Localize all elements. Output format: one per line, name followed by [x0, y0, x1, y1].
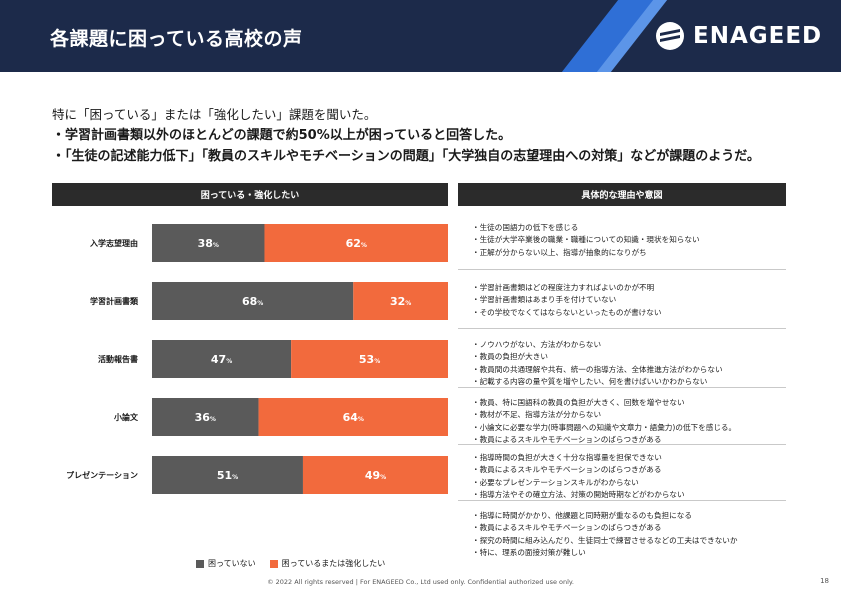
reason-block: ・ノウハウがない、方法がわからない ・教員の負担が大きい・教員間の共通理解や共有、…	[472, 339, 782, 388]
reason-line: ・指導方法やその確立方法、対策の開始時期などがわからない	[472, 489, 685, 499]
reasons-column-header: 具体的な理由や意図	[458, 183, 786, 206]
reason-line: ・指導時間の負担が大きく十分な指導量を担保できない	[472, 453, 662, 462]
reason-line: ・学習計画書類はどの程度注力すればよいのかが不明	[472, 283, 655, 292]
bar-segment-troubled	[264, 224, 448, 262]
page-number: 18	[820, 577, 829, 585]
reason-line: ・生徒が大学卒業後の職業・職種についての知識・現状を知らない	[472, 235, 700, 245]
chart-column-header: 困っている・強化したい	[52, 183, 448, 206]
reason-line: ・指導に時間がかかり、他課題と同時期が重なるのも負担になる	[472, 511, 692, 520]
bar-segment-not-troubled	[152, 282, 354, 320]
legend-swatch-gray	[196, 559, 204, 568]
reason-block: ・指導に時間がかかり、他課題と同時期が重なるのも負担になる ・教員によるスキルやモ…	[472, 510, 782, 559]
reason-block: ・学習計画書類はどの程度注力すればよいのかが不明 ・学習計画書類はあまり手を付けて…	[472, 282, 782, 319]
row-divider	[458, 387, 786, 388]
row-divider	[458, 269, 786, 270]
logo-text: ENAGEED	[693, 23, 823, 49]
intro-line-2: ・学習計画書類以外のほとんどの課題で約50%以上が困っていると回答した。	[52, 128, 512, 143]
reason-line: ・小論文に必要な学力(時事問題への知識や文章力・語彙力)の低下を感じる。	[472, 422, 737, 432]
row-divider	[458, 500, 786, 501]
reason-line: ・教員の負担が大きい	[472, 352, 548, 362]
data-label: 53%	[359, 353, 380, 366]
reason-line: ・必要なプレゼンテーションスキルがわからない	[472, 477, 639, 487]
header-bar: 各課題に困っている高校の声 ENAGEED	[0, 0, 841, 72]
reason-line: ・教員によるスキルやモチベーションのばらつきがある	[472, 434, 662, 444]
row-divider	[458, 444, 786, 445]
legend-item-troubled: 困っているまたは強化したい	[269, 558, 386, 569]
reason-line: ・教員によるスキルやモチベーションのばらつきがある	[472, 465, 662, 475]
chart-legend: 困っていない 困っているまたは強化したい	[196, 558, 399, 569]
legend-swatch-orange	[269, 559, 278, 568]
data-label: 36%	[195, 411, 216, 424]
reason-line: ・学習計画書類はあまり手を付けていない	[472, 295, 617, 305]
category-label: 学習計画書類	[90, 296, 139, 306]
row-divider	[458, 328, 786, 329]
reason-line: ・その学校でなくてはならないといったものが書けない	[472, 307, 662, 317]
reason-block: ・生徒の国語力の低下を感じる・生徒が大学卒業後の職業・職種についての知識・現状を…	[472, 222, 782, 259]
data-label: 51%	[217, 469, 238, 482]
bar-segment-troubled	[302, 456, 448, 494]
reason-line: ・教員、特に国語科の教員の負担が大きく、回数を増やせない	[472, 398, 685, 407]
intro-text: 特に「困っている」または「強化したい」課題を聞いた。 ・学習計画書類以外のほとん…	[52, 104, 812, 167]
bar-segment-not-troubled	[152, 398, 259, 436]
reason-line: ・特に、理系の面接対策が難しい	[472, 547, 586, 557]
reason-line: ・教材が不足、指導方法が分からない	[472, 410, 602, 420]
stacked-bar-chart: 入学志望理由 38% 62% 学習計画書類 68% 32% 活動報告書 47% 53% 小論文 36…	[66, 224, 448, 494]
reason-block: ・教員、特に国語科の教員の負担が大きく、回数を増やせない ・教材が不足、指導方法が…	[472, 397, 782, 446]
data-label: 62%	[346, 237, 367, 250]
data-label: 38%	[198, 237, 219, 250]
reason-line: ・ノウハウがない、方法がわからない	[472, 340, 602, 349]
reason-line: ・探究の時間に組み込んだり、生徒同士で練習させるなどの工夫はできないか	[472, 535, 738, 545]
data-label: 47%	[211, 353, 232, 366]
reason-line: ・生徒の国語力の低下を感じる	[472, 223, 579, 232]
logo-mark-icon	[656, 22, 684, 50]
page-title: 各課題に困っている高校の声	[50, 28, 303, 50]
bar-segment-troubled	[291, 340, 448, 378]
data-label: 49%	[365, 469, 386, 482]
category-label: 小論文	[113, 412, 139, 422]
bar-segment-not-troubled	[152, 224, 265, 262]
legend-item-not-troubled: 困っていない	[196, 558, 256, 569]
category-label: 入学志望理由	[89, 238, 138, 248]
company-logo: ENAGEED	[655, 20, 822, 52]
bar-segment-troubled	[258, 398, 448, 436]
category-label: プレゼンテーション	[66, 470, 138, 480]
category-label: 活動報告書	[98, 354, 138, 364]
legend-label: 困っているまたは強化したい	[281, 559, 386, 568]
intro-line-1: 特に「困っている」または「強化したい」課題を聞いた。	[52, 107, 377, 122]
reason-line: ・教員によるスキルやモチベーションのばらつきがある	[472, 523, 662, 533]
reason-block: ・指導時間の負担が大きく十分な指導量を担保できない ・教員によるスキルやモチベーシ…	[472, 452, 782, 501]
reason-line: ・正解が分からない以上、指導が抽象的になりがち	[472, 247, 647, 257]
bar-segment-not-troubled	[152, 340, 292, 378]
bar-segment-troubled	[353, 282, 448, 320]
intro-line-3: ・「生徒の記述能力低下」「教員のスキルやモチベーションの問題」「大学独自の志望理…	[52, 149, 760, 164]
reason-line: ・教員間の共通理解や共有、統一の指導方法、全体推進方法がわからない	[472, 364, 723, 374]
reason-line: ・記載する内容の量や質を増やしたい、何を書けばいいかわからない	[472, 376, 708, 386]
data-label: 68%	[242, 295, 263, 308]
legend-label: 困っていない	[208, 559, 256, 568]
footer-copyright: © 2022 All rights reserved | For ENAGEED…	[267, 578, 574, 586]
bar-segment-not-troubled	[152, 456, 303, 494]
data-label: 32%	[390, 295, 411, 308]
data-label: 64%	[343, 411, 364, 424]
